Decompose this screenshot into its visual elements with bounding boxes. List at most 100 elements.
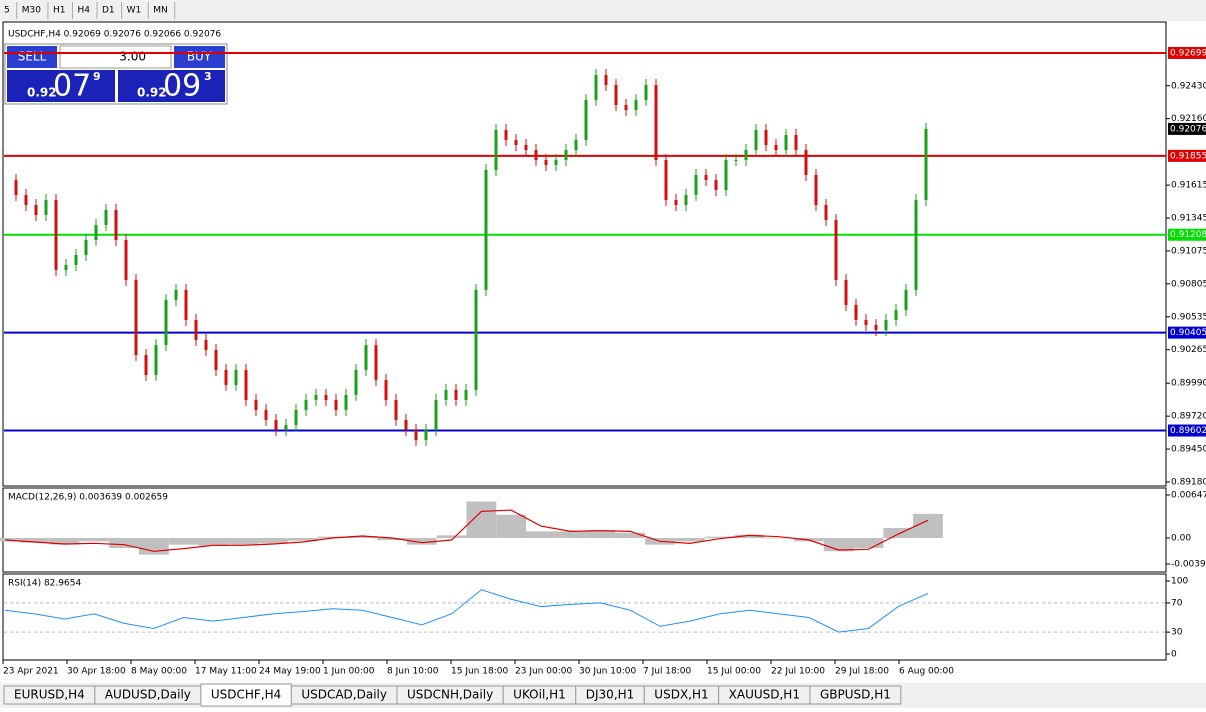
sell-button[interactable] bbox=[7, 46, 57, 68]
macd-bar bbox=[436, 535, 467, 539]
candle-body bbox=[114, 209, 118, 240]
chart-tab-label[interactable]: EURUSD,H4 bbox=[14, 688, 85, 702]
toolbar bbox=[0, 0, 1206, 21]
current-price-bg bbox=[1168, 122, 1206, 135]
sell-label[interactable]: SELL bbox=[18, 50, 47, 64]
rsi-tick-label: 100 bbox=[1171, 577, 1188, 587]
time-label: 24 May 19:00 bbox=[259, 667, 321, 677]
candle-body bbox=[914, 199, 918, 290]
candle-body bbox=[634, 100, 638, 111]
candle-body bbox=[874, 324, 878, 330]
buy-label[interactable]: BUY bbox=[187, 50, 212, 64]
timeframe-button[interactable]: H1 bbox=[53, 6, 66, 16]
candle-body bbox=[714, 179, 718, 190]
time-label: 30 Jun 10:00 bbox=[579, 667, 636, 677]
time-label: 15 Jul 00:00 bbox=[707, 667, 761, 677]
chart-tab-label[interactable]: USDCAD,Daily bbox=[301, 688, 387, 702]
candle-body bbox=[254, 399, 258, 410]
candle-body bbox=[364, 345, 368, 370]
candle-body bbox=[544, 160, 548, 166]
candle-body bbox=[774, 145, 778, 151]
chart-tab-label[interactable]: USDX,H1 bbox=[654, 688, 708, 702]
rsi-line bbox=[4, 589, 929, 633]
candle-body bbox=[514, 140, 518, 146]
lots-value[interactable]: 3.00 bbox=[119, 50, 146, 64]
level-label: 0.90405 bbox=[1170, 328, 1206, 338]
candle-body bbox=[334, 399, 338, 410]
candle-body bbox=[344, 394, 348, 410]
chart-tab[interactable] bbox=[809, 685, 902, 705]
candle-body bbox=[864, 319, 868, 325]
candle-body bbox=[854, 304, 858, 320]
time-label: 22 Jul 10:00 bbox=[771, 667, 825, 677]
timeframe-button[interactable]: D1 bbox=[102, 6, 115, 16]
level-label-bg bbox=[1168, 228, 1206, 241]
timeframe-button[interactable]: W1 bbox=[127, 6, 142, 16]
timeframe-button[interactable]: M30 bbox=[22, 6, 41, 16]
time-label: 29 Jul 18:00 bbox=[835, 667, 889, 677]
ask-box[interactable] bbox=[118, 70, 225, 102]
ask-big: 09 bbox=[163, 69, 201, 104]
chart-tab-label[interactable]: XAUUSD,H1 bbox=[729, 688, 800, 702]
timeframe-button[interactable]: 5 bbox=[4, 6, 10, 16]
candle-body bbox=[74, 254, 78, 265]
candle-body bbox=[594, 75, 598, 101]
bid-box[interactable] bbox=[7, 70, 115, 102]
macd-bar bbox=[228, 538, 259, 545]
candle-body bbox=[754, 130, 758, 151]
macd-bar bbox=[0, 538, 20, 542]
chart-tab-label[interactable]: GBPUSD,H1 bbox=[820, 688, 891, 702]
chart-tab-label[interactable]: USDCNH,Daily bbox=[407, 688, 493, 702]
chart-tab-label[interactable]: DJ30,H1 bbox=[586, 688, 635, 702]
macd-bar bbox=[913, 513, 943, 539]
candle-body bbox=[894, 309, 898, 320]
chart-tab-label[interactable]: USDCHF,H4 bbox=[211, 688, 281, 702]
buy-button[interactable] bbox=[174, 46, 225, 68]
lots-input[interactable] bbox=[59, 45, 172, 69]
level-label-bg bbox=[1168, 46, 1206, 59]
macd-signal bbox=[4, 509, 929, 552]
level-label: 0.91208 bbox=[1170, 230, 1206, 240]
macd-bar bbox=[734, 534, 765, 539]
macd-bar bbox=[49, 538, 80, 545]
macd-bar bbox=[674, 538, 705, 542]
candle-body bbox=[674, 199, 678, 205]
macd-bar bbox=[138, 538, 169, 555]
macd-bar bbox=[79, 538, 110, 542]
price-tick-label: 0.90535 bbox=[1171, 312, 1206, 322]
macd-bar bbox=[377, 538, 407, 541]
rsi-tick-label: 30 bbox=[1171, 628, 1183, 638]
candle-body bbox=[224, 369, 228, 385]
candle-body bbox=[414, 429, 418, 441]
candle-body bbox=[494, 130, 498, 171]
timeframe-button[interactable]: H4 bbox=[77, 6, 90, 16]
candle-body bbox=[404, 419, 408, 430]
price-tick-label: 0.89990 bbox=[1171, 379, 1206, 389]
candle-body bbox=[464, 389, 468, 400]
timeframe-button[interactable]: MN bbox=[153, 6, 168, 16]
rsi-tick-label: 70 bbox=[1171, 598, 1183, 608]
candle-body bbox=[44, 199, 48, 215]
candle-body bbox=[604, 75, 608, 86]
level-label: 0.89602 bbox=[1170, 426, 1206, 436]
candle-body bbox=[804, 150, 808, 176]
candle-body bbox=[284, 424, 288, 430]
macd-bar bbox=[704, 536, 735, 539]
candle-body bbox=[584, 100, 588, 141]
price-tick-label: 0.91345 bbox=[1171, 214, 1206, 224]
price-tick-label: 0.90805 bbox=[1171, 279, 1206, 289]
chart-tab-label[interactable]: AUDUSD,Daily bbox=[105, 688, 191, 702]
candle-body bbox=[24, 194, 28, 205]
candle-body bbox=[784, 135, 788, 151]
candle-body bbox=[264, 409, 268, 420]
candle-body bbox=[644, 85, 648, 101]
candle-body bbox=[814, 175, 818, 205]
macd-bar bbox=[168, 538, 199, 545]
chart-tab-label[interactable]: UKOil,H1 bbox=[513, 688, 566, 702]
ask-prefix: 0.92 bbox=[137, 86, 167, 100]
time-label: 1 Jun 00:00 bbox=[323, 667, 375, 677]
candle-body bbox=[744, 150, 748, 161]
candle-body bbox=[764, 130, 768, 146]
candle-body bbox=[84, 239, 88, 255]
